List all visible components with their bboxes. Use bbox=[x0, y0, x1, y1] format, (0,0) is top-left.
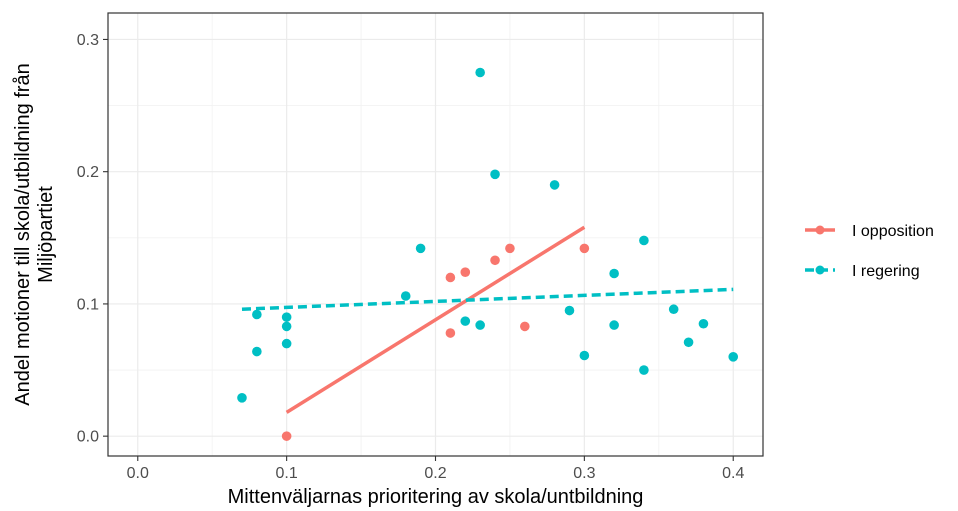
legend-label-opposition: I opposition bbox=[852, 223, 934, 240]
legend: I opposition I regering bbox=[805, 223, 934, 280]
legend-item-opposition: I opposition bbox=[805, 223, 934, 240]
y-axis-title-line-1: Andel motioner till skola/utbildning frå… bbox=[12, 63, 34, 405]
data-point-regering bbox=[549, 180, 560, 190]
data-point-regering bbox=[400, 291, 411, 301]
fit-line-regering bbox=[241, 287, 734, 311]
data-point-regering bbox=[728, 352, 739, 362]
fit-line-opposition bbox=[285, 225, 586, 414]
data-point-regering bbox=[639, 235, 649, 246]
x-tick-label: 0.1 bbox=[276, 465, 298, 482]
y-tick-label: 0.3 bbox=[77, 32, 99, 49]
x-tick-label: 0.4 bbox=[722, 465, 744, 482]
data-point-regering bbox=[252, 346, 262, 357]
legend-item-regering: I regering bbox=[805, 263, 920, 280]
data-point-regering bbox=[609, 320, 619, 330]
data-point-regering bbox=[281, 321, 292, 332]
data-point-opposition bbox=[460, 267, 471, 277]
data-point-opposition bbox=[281, 431, 292, 441]
data-point-regering bbox=[639, 365, 649, 375]
data-point-regering bbox=[460, 316, 471, 326]
data-point-regering bbox=[475, 67, 485, 78]
data-point-regering bbox=[668, 304, 679, 315]
x-tick-label: 0.0 bbox=[127, 465, 149, 482]
y-axis-title-line-2: Miljöpartiet bbox=[35, 186, 57, 283]
data-point-regering bbox=[683, 337, 694, 348]
x-tick-label: 0.2 bbox=[424, 465, 446, 482]
data-point-opposition bbox=[490, 255, 500, 266]
y-axis-ticks: 0.0 0.1 0.2 0.3 bbox=[77, 32, 108, 446]
data-point-regering bbox=[579, 350, 590, 361]
data-point-opposition bbox=[445, 328, 456, 338]
y-axis-title: Andel motioner till skola/utbildning frå… bbox=[12, 63, 57, 405]
y-tick-label: 0.1 bbox=[77, 296, 99, 313]
data-point-regering bbox=[609, 268, 619, 279]
fit-lines bbox=[241, 225, 734, 414]
data-points bbox=[237, 67, 739, 441]
data-point-opposition bbox=[445, 272, 456, 283]
data-point-regering bbox=[281, 312, 292, 322]
legend-label-regering: I regering bbox=[852, 263, 920, 280]
data-point-opposition bbox=[505, 243, 515, 254]
data-point-regering bbox=[698, 318, 709, 329]
y-tick-label: 0.0 bbox=[77, 429, 99, 446]
data-point-regering bbox=[564, 305, 575, 316]
grid-lines bbox=[108, 13, 763, 456]
data-point-regering bbox=[475, 320, 485, 330]
data-point-opposition bbox=[579, 243, 590, 254]
x-tick-label: 0.3 bbox=[573, 465, 595, 482]
data-point-opposition bbox=[520, 321, 530, 332]
y-tick-label: 0.2 bbox=[77, 164, 99, 181]
data-point-regering bbox=[281, 338, 292, 349]
x-axis-title: Mittenväljarnas prioritering av skola/un… bbox=[228, 486, 644, 508]
data-point-regering bbox=[490, 169, 500, 180]
data-point-regering bbox=[237, 393, 247, 403]
x-axis-ticks: 0.0 0.1 0.2 0.3 0.4 bbox=[127, 456, 744, 482]
legend-marker-opposition bbox=[815, 225, 825, 235]
legend-marker-regering bbox=[815, 265, 825, 275]
data-point-regering bbox=[252, 309, 262, 320]
data-point-regering bbox=[415, 243, 426, 254]
